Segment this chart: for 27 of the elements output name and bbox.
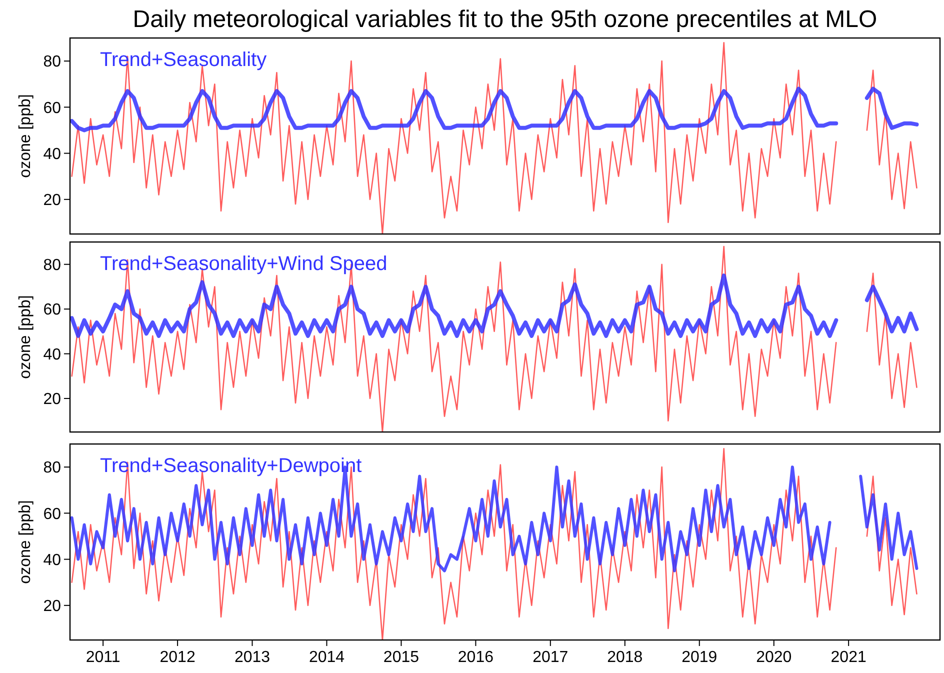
y-tick-label: 40	[43, 146, 62, 163]
y-tick-label: 80	[43, 460, 62, 477]
y-tick-label: 60	[43, 506, 62, 523]
x-tick-label: 2014	[308, 649, 345, 666]
y-tick-label: 80	[43, 54, 62, 71]
x-tick-label: 2015	[383, 649, 420, 666]
y-tick-label: 60	[43, 302, 62, 319]
y-axis-title: ozone [ppb]	[17, 500, 34, 584]
y-tick-label: 80	[43, 256, 62, 274]
y-axis-title: ozone [ppb]	[17, 295, 34, 379]
x-tick-label: 2021	[830, 649, 866, 666]
x-tick-label: 2017	[532, 649, 568, 666]
x-tick-label: 2013	[234, 649, 270, 666]
y-tick-label: 20	[43, 192, 62, 210]
y-tick-label: 40	[43, 552, 62, 569]
x-tick-label: 2012	[160, 649, 196, 666]
y-tick-label: 20	[43, 391, 62, 408]
y-tick-label: 40	[43, 346, 62, 364]
x-tick-label: 2016	[458, 649, 494, 666]
x-tick-label: 2020	[756, 649, 792, 666]
x-tick-label: 2018	[607, 649, 643, 666]
x-tick-label: 2011	[86, 649, 120, 666]
y-tick-label: 20	[43, 598, 62, 616]
x-tick-label: 2019	[682, 649, 718, 666]
y-tick-label: 60	[43, 100, 62, 117]
chart-title: Daily meteorological variables fit to the 95th ozone precentiles at MLO	[132, 6, 878, 33]
y-axis-title: ozone [ppb]	[17, 94, 34, 178]
